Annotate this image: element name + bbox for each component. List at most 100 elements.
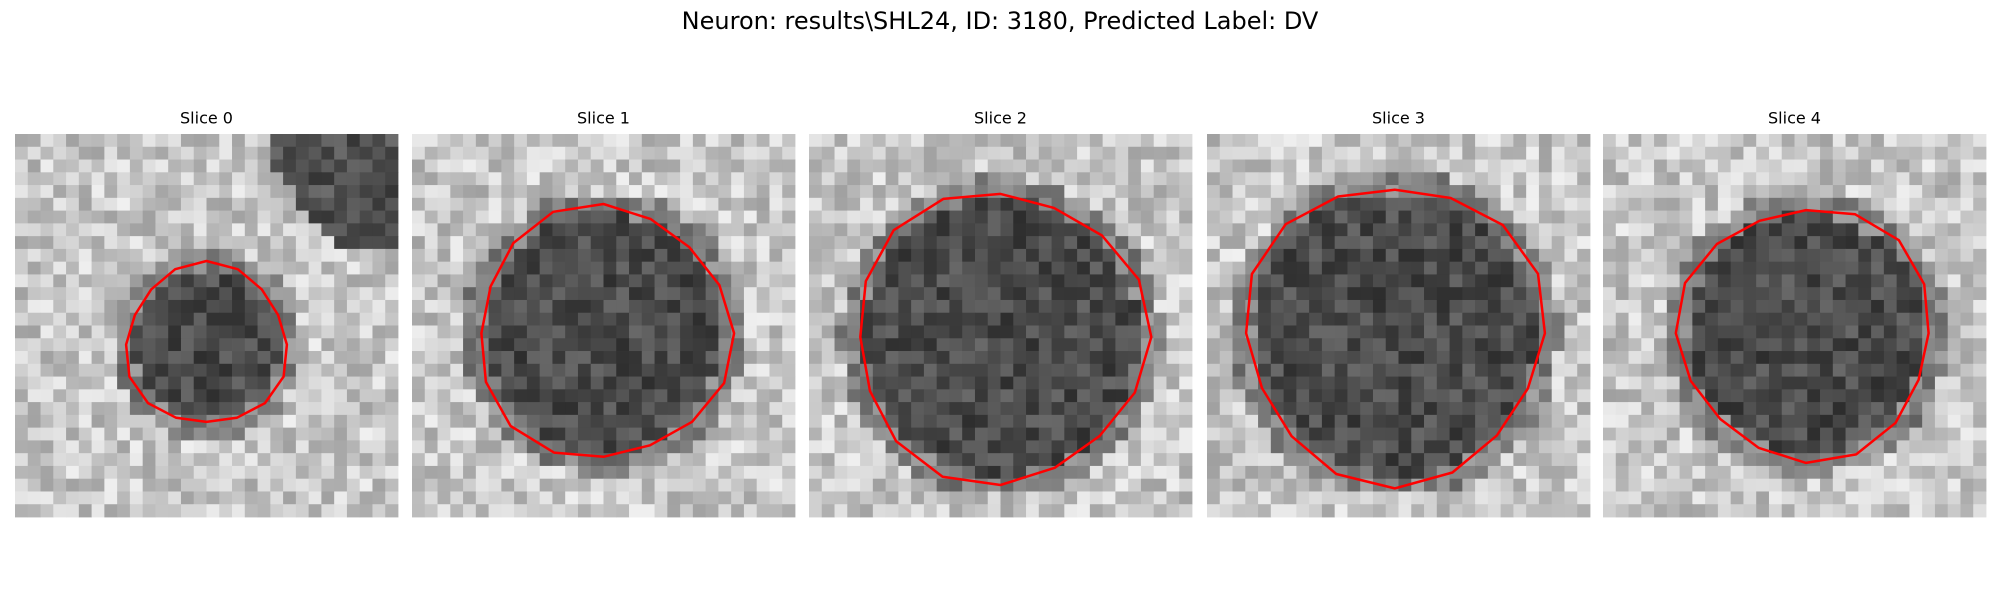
pixel — [1232, 185, 1246, 199]
pixel — [1896, 478, 1910, 492]
pixel — [860, 465, 874, 480]
pixel — [1615, 376, 1629, 390]
pixel — [1475, 197, 1489, 211]
pixel — [1258, 312, 1272, 326]
pixel — [1487, 223, 1502, 237]
pixel — [1372, 261, 1387, 275]
pixel — [526, 134, 541, 148]
pixel — [91, 223, 105, 237]
pixel — [78, 465, 92, 480]
pixel — [1232, 197, 1246, 211]
pixel — [1115, 376, 1129, 390]
pixel — [1768, 338, 1783, 352]
pixel — [1871, 389, 1885, 403]
pixel — [847, 504, 861, 518]
pixel — [385, 453, 399, 467]
pixel — [616, 414, 630, 429]
pixel — [1207, 389, 1221, 403]
pixel — [949, 427, 963, 441]
pixel — [168, 402, 182, 416]
pixel — [501, 312, 515, 326]
pixel — [1270, 440, 1284, 454]
pixel — [129, 478, 144, 492]
pixel — [565, 236, 579, 250]
pixel — [15, 491, 29, 505]
pixel — [1730, 427, 1744, 441]
pixel — [885, 504, 899, 518]
pixel — [1424, 261, 1438, 275]
pixel — [53, 389, 67, 403]
pixel — [53, 363, 67, 377]
pixel — [872, 197, 886, 211]
pixel — [1283, 402, 1297, 416]
pixel — [962, 159, 976, 173]
pixel — [1115, 274, 1129, 288]
pixel — [40, 146, 54, 160]
pixel — [1615, 185, 1629, 199]
pixel — [244, 185, 258, 199]
pixel — [692, 312, 707, 326]
pixel — [219, 134, 233, 148]
pixel — [1347, 236, 1361, 250]
pixel — [1321, 299, 1336, 314]
pixel — [232, 504, 246, 518]
pixel — [962, 210, 976, 224]
pixel — [1128, 172, 1142, 186]
pixel — [1207, 402, 1221, 416]
pixel — [1321, 427, 1336, 441]
pixel — [782, 325, 796, 339]
pixel — [1026, 210, 1040, 224]
pixel — [1179, 134, 1193, 148]
pixel — [78, 414, 92, 429]
pixel — [1462, 312, 1476, 326]
pixel — [1832, 287, 1846, 301]
pixel — [1064, 465, 1078, 480]
pixel — [1820, 172, 1834, 186]
pixel — [424, 414, 438, 429]
pixel — [590, 146, 604, 160]
pixel — [1641, 274, 1655, 288]
pixel — [629, 465, 643, 480]
pixel — [321, 185, 335, 199]
pixel — [1360, 185, 1374, 199]
pixel — [232, 338, 246, 352]
pixel — [1166, 376, 1180, 390]
pixel — [987, 197, 1001, 211]
pixel — [577, 465, 592, 480]
pixel — [1500, 287, 1514, 301]
pixel — [257, 197, 271, 211]
pixel — [834, 172, 848, 186]
pixel — [821, 465, 835, 480]
pixel — [1756, 427, 1770, 441]
pixel — [1577, 274, 1591, 288]
pixel — [219, 274, 233, 288]
pixel — [1064, 287, 1078, 301]
pixel — [1641, 248, 1655, 263]
pixel — [1487, 210, 1502, 224]
pixel — [1883, 338, 1898, 352]
pixel — [104, 146, 118, 160]
pixel — [53, 491, 67, 505]
pixel — [180, 338, 195, 352]
pixel — [1922, 376, 1936, 390]
pixel — [1807, 338, 1821, 352]
pixel — [1947, 427, 1961, 441]
pixel — [1283, 299, 1297, 314]
pixel — [219, 453, 233, 467]
pixel — [1219, 478, 1233, 492]
pixel — [1487, 185, 1502, 199]
pixel — [872, 287, 886, 301]
pixel — [53, 159, 67, 173]
pixel — [232, 223, 246, 237]
pixel — [27, 351, 41, 365]
pixel — [911, 274, 925, 288]
pixel — [1781, 491, 1795, 505]
pixel — [1385, 440, 1399, 454]
pixel — [155, 134, 169, 148]
pixel — [1717, 389, 1732, 403]
pixel — [488, 172, 502, 186]
pixel — [705, 185, 719, 199]
pixel — [731, 504, 745, 518]
pixel — [1628, 465, 1642, 480]
pixel — [180, 134, 195, 148]
